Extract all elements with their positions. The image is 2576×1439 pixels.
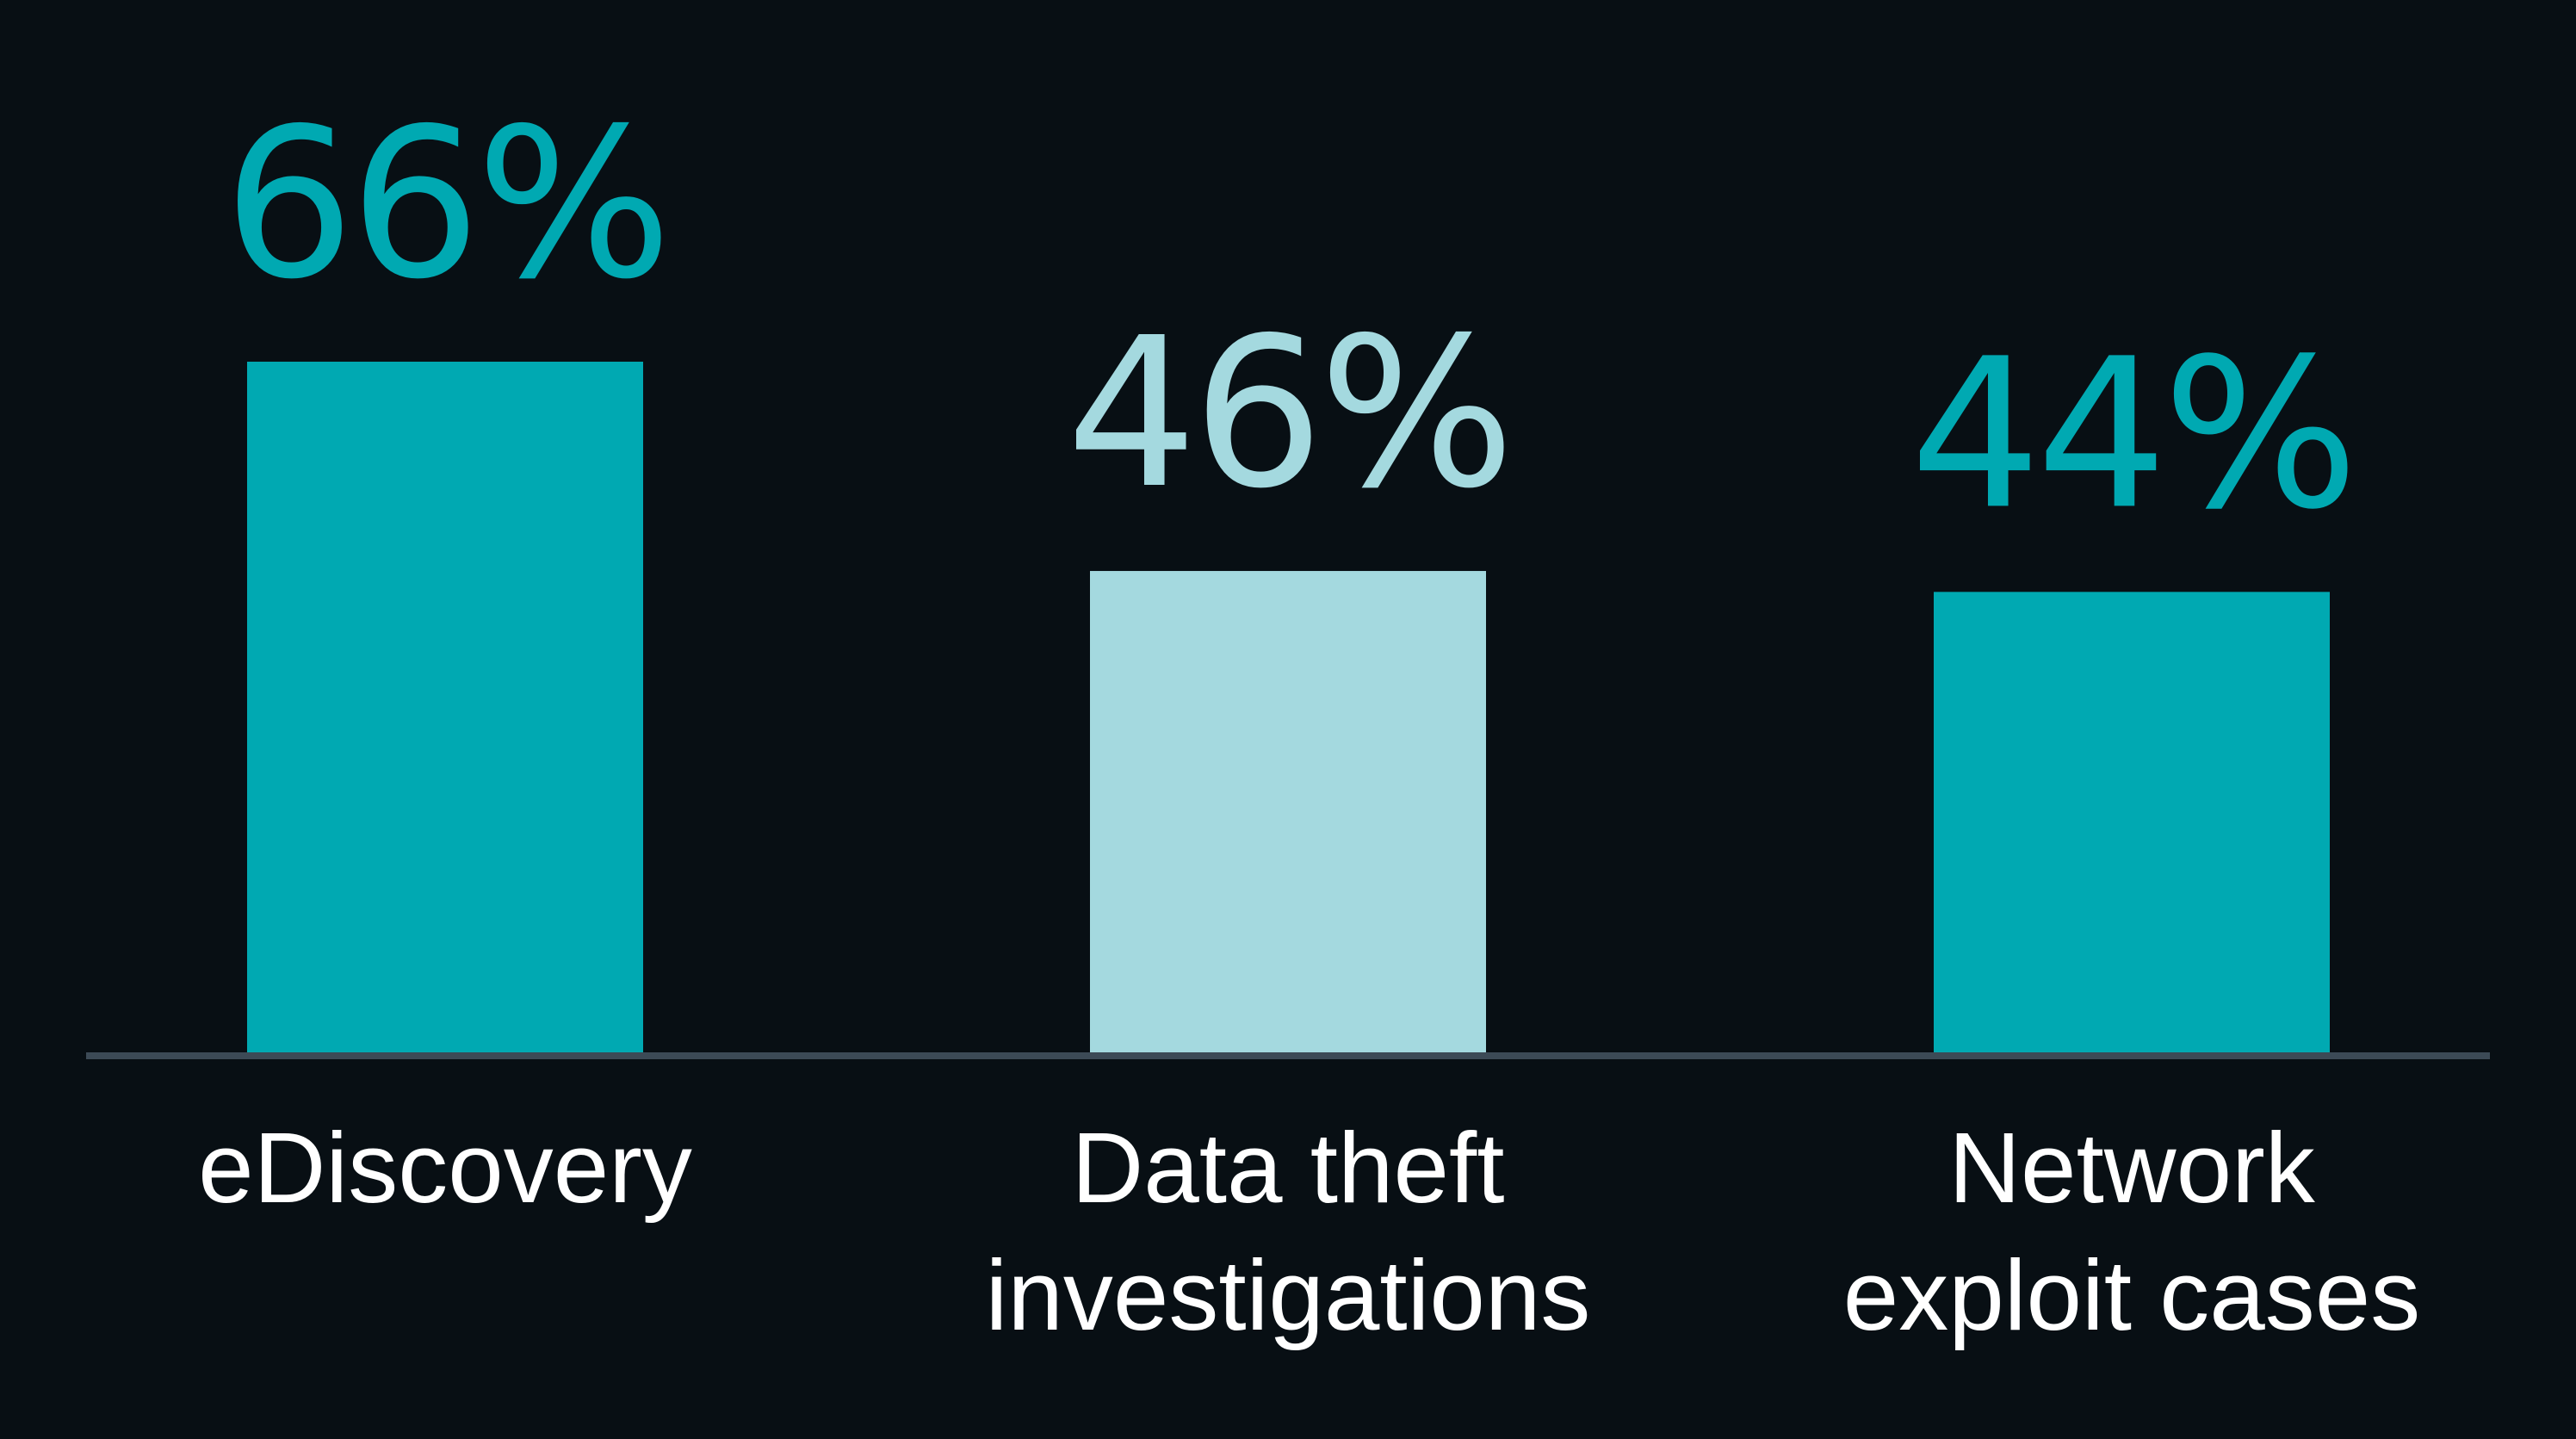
bar-1 <box>247 362 643 1052</box>
category-label-3: Network exploit cases <box>1843 1112 2421 1351</box>
value-label-1: 66% <box>223 84 666 325</box>
value-label-2: 46% <box>1066 293 1509 534</box>
bars-layer <box>247 362 2330 1052</box>
category-label-line: eDiscovery <box>198 1112 692 1224</box>
bar-2 <box>1090 571 1486 1052</box>
category-label-line: Data theft <box>1072 1112 1505 1224</box>
category-label-line: exploit cases <box>1843 1239 2421 1351</box>
value-label-3: 44% <box>1910 313 2353 555</box>
category-label-1: eDiscovery <box>198 1112 692 1224</box>
category-labels-layer: eDiscovery Data theft investigations Networ… <box>198 1112 2420 1351</box>
category-label-line: Network <box>1948 1112 2315 1224</box>
category-label-line: investigations <box>986 1239 1591 1351</box>
category-label-2: Data theft investigations <box>986 1112 1591 1351</box>
bar-3 <box>1934 592 2330 1052</box>
value-labels-layer: 66% 46% 44% <box>223 84 2358 555</box>
